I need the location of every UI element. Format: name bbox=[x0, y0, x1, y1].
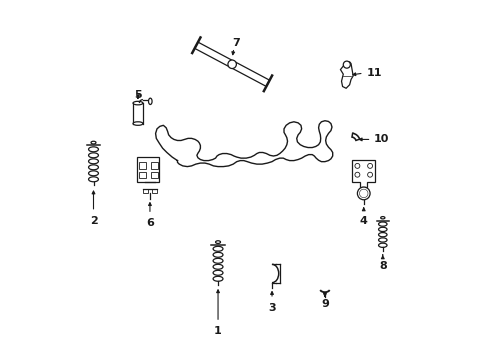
Bar bbox=[139, 162, 146, 169]
Bar bbox=[150, 162, 158, 169]
Bar bbox=[150, 171, 158, 178]
Ellipse shape bbox=[88, 171, 98, 176]
Ellipse shape bbox=[378, 227, 386, 231]
Text: 9: 9 bbox=[320, 299, 328, 309]
Ellipse shape bbox=[378, 243, 386, 247]
Bar bbox=[139, 171, 146, 178]
Circle shape bbox=[343, 61, 349, 68]
Circle shape bbox=[367, 163, 372, 168]
Bar bbox=[151, 189, 157, 193]
Text: 8: 8 bbox=[378, 261, 386, 271]
Ellipse shape bbox=[88, 177, 98, 182]
Polygon shape bbox=[194, 42, 269, 86]
Ellipse shape bbox=[88, 159, 98, 164]
Circle shape bbox=[367, 172, 372, 177]
Text: 1: 1 bbox=[214, 326, 222, 336]
FancyBboxPatch shape bbox=[136, 157, 159, 182]
Ellipse shape bbox=[88, 147, 98, 152]
Ellipse shape bbox=[213, 246, 223, 251]
Circle shape bbox=[354, 172, 359, 177]
Ellipse shape bbox=[378, 238, 386, 242]
Ellipse shape bbox=[213, 270, 223, 275]
Ellipse shape bbox=[213, 264, 223, 269]
Ellipse shape bbox=[91, 141, 96, 144]
Text: 4: 4 bbox=[359, 216, 367, 226]
Text: 7: 7 bbox=[231, 38, 239, 48]
Ellipse shape bbox=[378, 233, 386, 237]
Polygon shape bbox=[352, 159, 374, 187]
Text: 3: 3 bbox=[267, 303, 275, 313]
Bar bbox=[142, 189, 148, 193]
Ellipse shape bbox=[213, 276, 223, 281]
Ellipse shape bbox=[215, 241, 220, 243]
Polygon shape bbox=[340, 62, 352, 88]
Ellipse shape bbox=[88, 153, 98, 158]
Ellipse shape bbox=[133, 122, 142, 125]
Circle shape bbox=[357, 187, 369, 200]
Ellipse shape bbox=[378, 222, 386, 226]
Ellipse shape bbox=[380, 217, 384, 219]
Text: 2: 2 bbox=[89, 216, 97, 226]
Text: 10: 10 bbox=[373, 134, 388, 144]
Text: 11: 11 bbox=[366, 68, 381, 78]
Ellipse shape bbox=[148, 98, 152, 104]
Text: 6: 6 bbox=[146, 218, 154, 228]
Ellipse shape bbox=[133, 101, 142, 105]
Ellipse shape bbox=[88, 165, 98, 170]
Ellipse shape bbox=[213, 252, 223, 257]
Text: 5: 5 bbox=[134, 90, 142, 100]
Ellipse shape bbox=[213, 258, 223, 263]
Circle shape bbox=[227, 60, 236, 68]
Circle shape bbox=[354, 163, 359, 168]
